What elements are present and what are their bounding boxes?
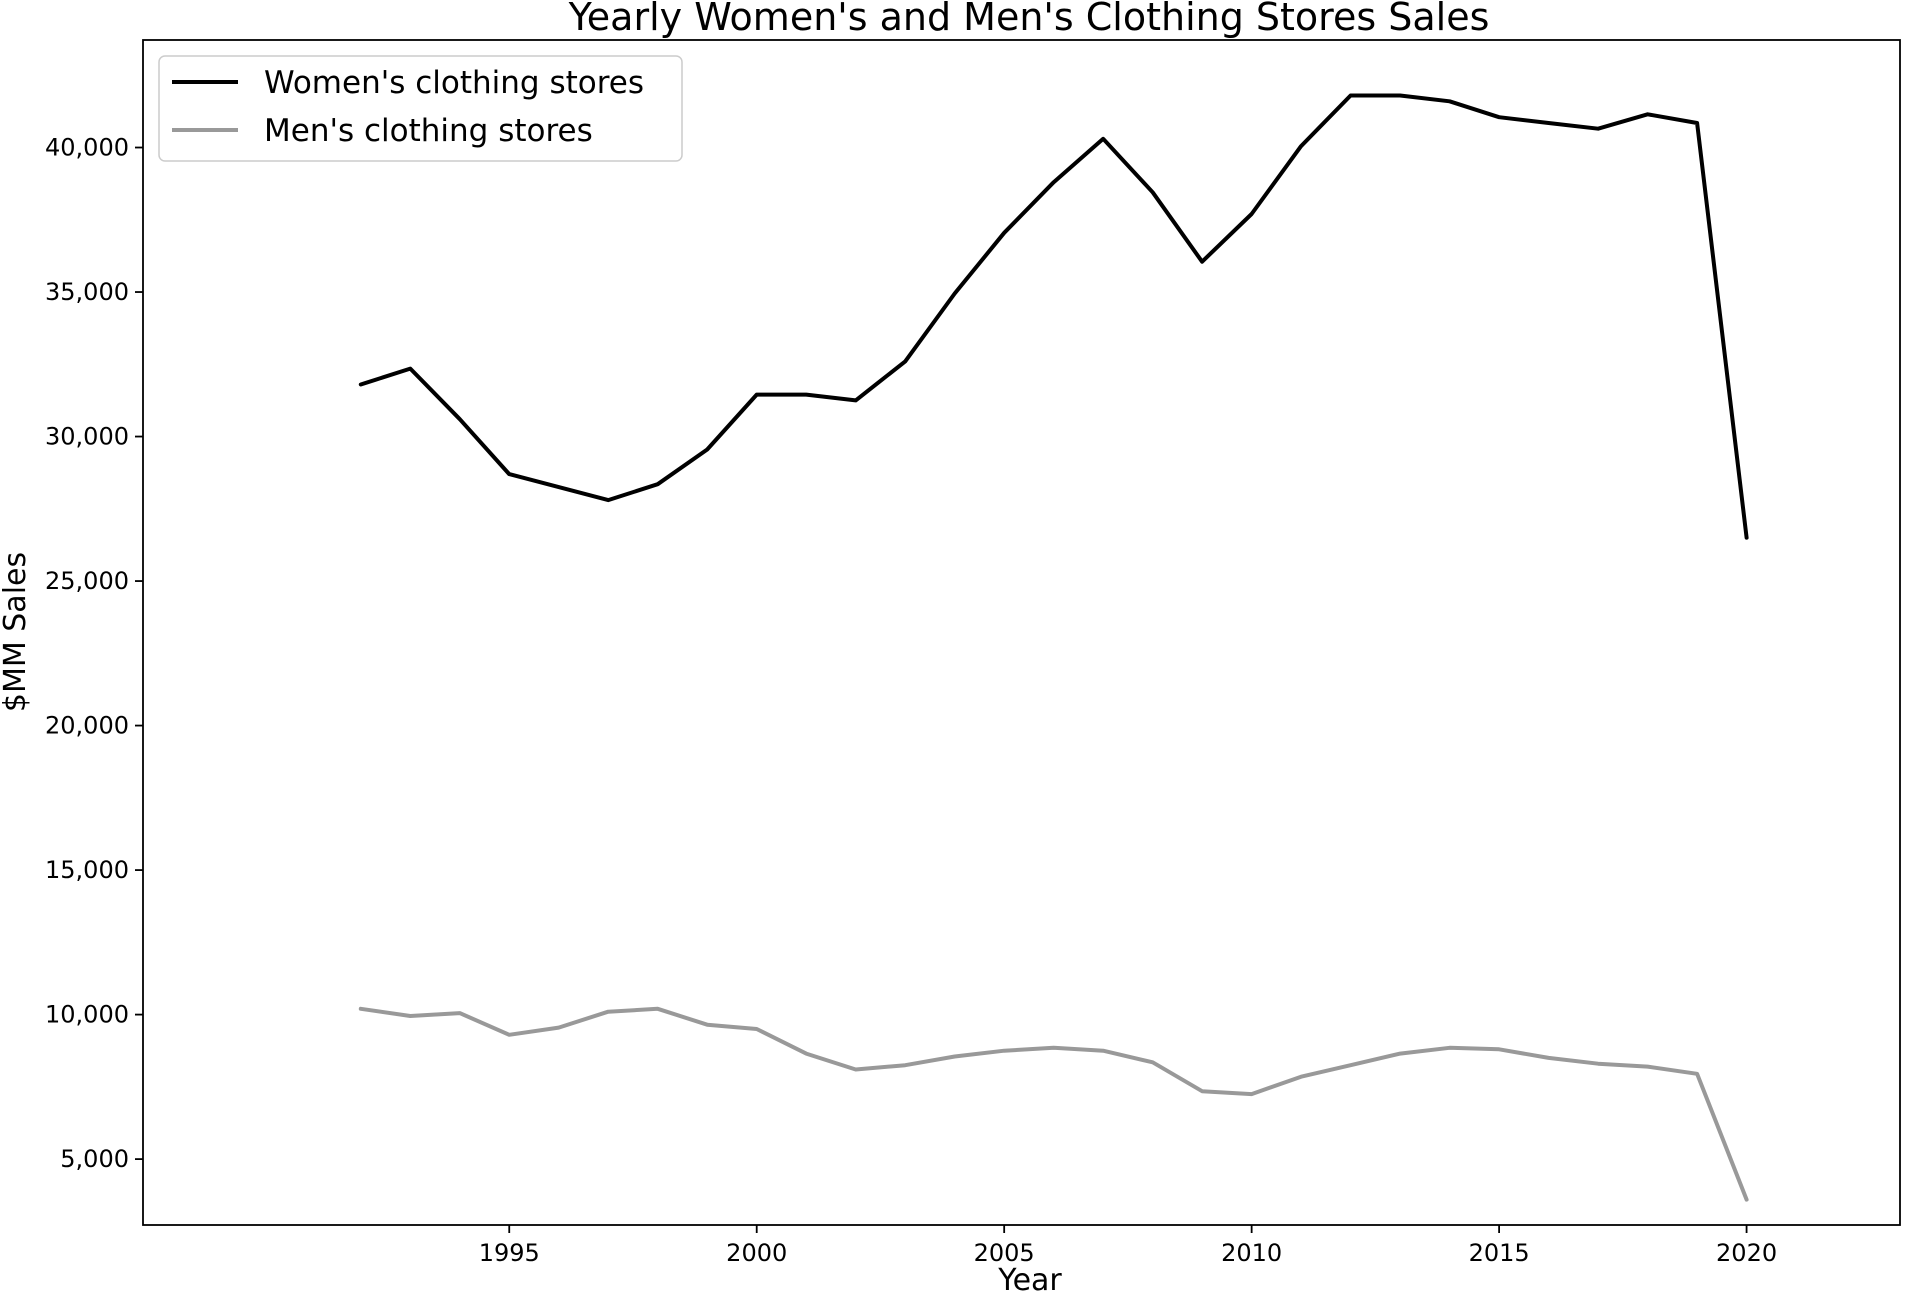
legend-box <box>158 55 683 162</box>
x-tick-label: 2020 <box>1716 1239 1777 1267</box>
x-tick-label: 2000 <box>726 1239 787 1267</box>
series-line-0 <box>358 93 1749 540</box>
x-axis-label: Year <box>997 1263 1062 1294</box>
legend: Women's clothing stores Men's clothing s… <box>158 55 683 162</box>
y-tick-label: 25,000 <box>45 567 129 595</box>
x-tick-label: 2010 <box>1221 1239 1282 1267</box>
x-axis: 1995 2000 2005 2010 2015 2020 <box>479 1225 1777 1267</box>
series-line-1 <box>358 1006 1749 1202</box>
x-tick-label: 2005 <box>974 1239 1035 1267</box>
x-tick-label: 2015 <box>1469 1239 1530 1267</box>
y-tick-label: 40,000 <box>45 134 129 162</box>
y-tick-label: 35,000 <box>45 278 129 306</box>
y-axis-label: $MM Sales <box>0 552 33 712</box>
y-tick-label: 5,000 <box>60 1145 129 1173</box>
y-tick-label: 30,000 <box>45 423 129 451</box>
y-tick-label: 15,000 <box>45 856 129 884</box>
x-tick-label: 1995 <box>479 1239 540 1267</box>
plot-frame <box>142 39 1901 1226</box>
chart-title: Yearly Women's and Men's Clothing Stores… <box>568 0 1490 39</box>
y-tick-label: 10,000 <box>45 1001 129 1029</box>
legend-label-men: Men's clothing stores <box>264 113 593 149</box>
series-lines <box>358 93 1749 1202</box>
legend-label-women: Women's clothing stores <box>264 65 644 101</box>
y-axis: 5,000 10,000 15,000 20,000 25,000 30,000 35,00… <box>45 134 143 1173</box>
y-tick-label: 20,000 <box>45 712 129 740</box>
